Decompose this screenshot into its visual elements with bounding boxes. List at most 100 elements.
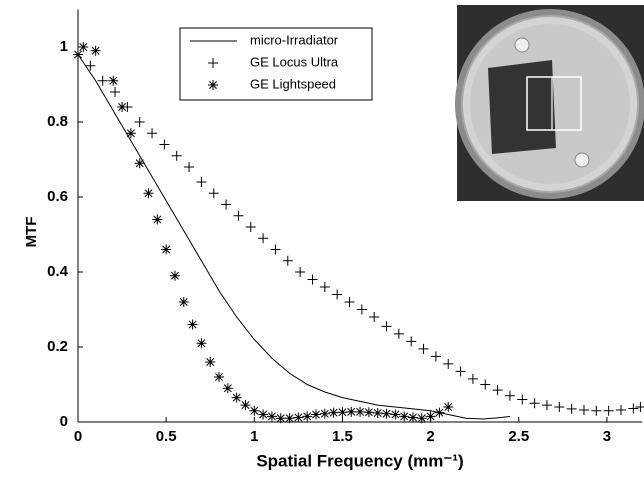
data-marker (97, 75, 108, 86)
data-marker (416, 413, 427, 424)
plot-area: 0 0.2 0.4 0.6 0.8 1 0 0.5 1 1.5 2 2.5 3 (47, 9, 644, 445)
series-line (77, 54, 510, 420)
y-tick-label: 0.8 (47, 113, 68, 130)
data-marker (134, 117, 145, 127)
data-marker (390, 409, 401, 420)
x-tick-label: 0.5 (156, 428, 177, 445)
y-tick-label: 0.6 (47, 188, 68, 205)
y-tick-label: 1 (60, 38, 68, 55)
data-marker (328, 407, 339, 418)
x-tick-label: 2.5 (508, 428, 529, 445)
data-marker (152, 214, 163, 225)
data-marker (293, 412, 304, 423)
data-marker (125, 128, 136, 139)
data-marker (578, 405, 589, 415)
data-marker (418, 343, 429, 354)
data-marker (337, 407, 348, 418)
data-marker (117, 102, 128, 112)
data-marker (603, 405, 614, 416)
data-marker (108, 75, 119, 86)
data-marker (344, 297, 355, 307)
data-marker (467, 373, 478, 384)
data-marker (222, 383, 233, 394)
data-marker (295, 267, 306, 277)
data-marker (258, 233, 269, 244)
data-marker (381, 321, 392, 332)
data-marker (205, 357, 216, 367)
data-marker (266, 411, 277, 422)
data-marker (284, 413, 295, 424)
data-marker (492, 385, 503, 396)
data-marker (134, 158, 145, 169)
data-marker (214, 372, 225, 382)
data-marker (393, 328, 404, 339)
data-marker (399, 411, 410, 422)
y-tick-label: 0.4 (47, 263, 69, 280)
data-marker (240, 400, 251, 411)
data-marker (221, 199, 232, 210)
data-marker (178, 297, 189, 307)
data-marker (319, 408, 330, 419)
data-marker (346, 406, 357, 417)
x-tick-label: 1.5 (332, 428, 353, 445)
data-marker (73, 49, 83, 60)
data-marker (307, 274, 318, 285)
data-marker (245, 222, 256, 232)
data-marker (196, 338, 207, 349)
x-tick-label: 3 (603, 428, 611, 445)
y-axis-label: MTF (23, 217, 40, 248)
data-marker (249, 405, 260, 416)
data-marker (78, 42, 89, 52)
data-marker (369, 312, 380, 322)
data-marker (161, 244, 172, 255)
legend-box (179, 27, 373, 101)
data-marker (159, 139, 170, 150)
data-marker (332, 289, 343, 300)
data-marker (443, 402, 454, 412)
data-marker (275, 413, 286, 424)
legend-label: GE Lightspeed (250, 76, 336, 91)
x-tick-label: 0 (74, 428, 82, 445)
data-marker (517, 394, 528, 405)
data-marker (443, 358, 454, 369)
legend-swatch (208, 80, 218, 90)
data-marker (196, 177, 207, 187)
data-marker (406, 336, 417, 347)
data-marker (319, 282, 330, 292)
data-marker (187, 319, 198, 330)
data-marker (311, 409, 322, 420)
x-axis-label: Spatial Frequency (mm⁻¹) (256, 451, 463, 470)
data-marker (591, 405, 602, 416)
data-marker (208, 188, 219, 199)
legend: micro-Irradiator GE Locus Ultra GE Lightsp… (179, 27, 373, 101)
data-marker (231, 392, 242, 403)
data-marker (85, 60, 96, 71)
data-marker (430, 351, 441, 362)
data-marker (355, 406, 366, 417)
data-marker (143, 188, 154, 199)
x-tick-label: 2 (426, 428, 434, 445)
data-marker (356, 304, 367, 315)
data-marker (282, 255, 293, 266)
data-marker (616, 405, 627, 415)
data-marker (529, 398, 540, 409)
data-marker (480, 379, 491, 390)
data-marker (233, 210, 244, 221)
data-marker (258, 409, 269, 420)
data-marker (566, 403, 577, 414)
data-marker (434, 407, 445, 418)
inset-photo (455, 5, 644, 201)
legend-swatch (208, 58, 218, 68)
data-marker (455, 366, 466, 377)
data-marker (90, 45, 101, 56)
data-marker (171, 150, 182, 161)
data-marker (381, 408, 392, 419)
data-marker (635, 402, 644, 412)
data-marker (184, 162, 195, 172)
y-tick-label: 0.2 (47, 338, 68, 355)
data-marker (302, 411, 313, 422)
data-marker (372, 408, 383, 418)
data-marker (270, 244, 281, 255)
